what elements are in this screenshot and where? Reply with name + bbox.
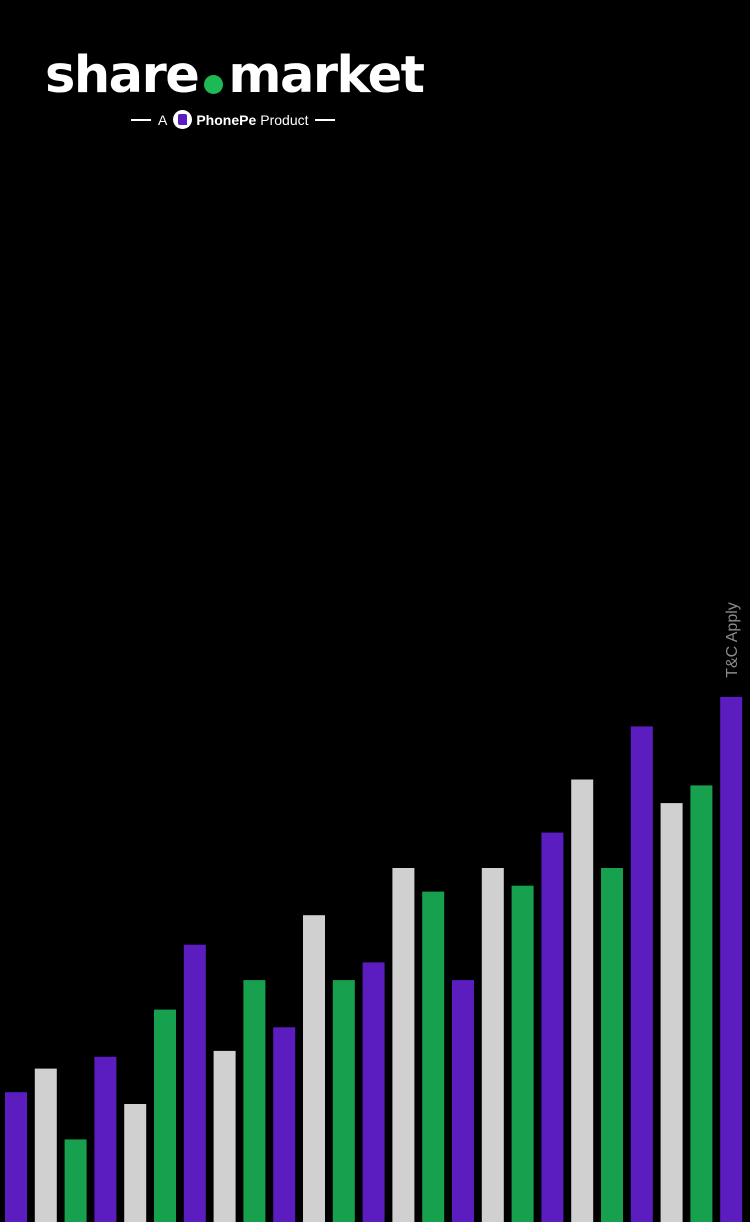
decorative-bar bbox=[332, 980, 355, 1222]
decorative-bar bbox=[422, 891, 445, 1222]
decorative-bar bbox=[571, 779, 594, 1222]
decorative-bar bbox=[5, 1092, 27, 1222]
tagline-prefix: A bbox=[158, 111, 168, 128]
decorative-bar bbox=[124, 1104, 147, 1222]
decorative-bar bbox=[690, 785, 713, 1222]
decorative-bar bbox=[34, 1068, 57, 1222]
decorative-bar bbox=[452, 980, 474, 1222]
sharemarket-logo: share market A PhonePe Product bbox=[45, 46, 425, 136]
tagline-brand: PhonePe bbox=[196, 111, 257, 128]
decorative-bar bbox=[511, 885, 534, 1222]
phonepe-logo-icon bbox=[173, 110, 193, 129]
decorative-bar bbox=[243, 980, 266, 1222]
logo-word-share: share bbox=[45, 46, 200, 105]
decorative-bar bbox=[213, 1050, 236, 1222]
logo-tagline: A PhonePe Product bbox=[131, 110, 335, 129]
decorative-bar bbox=[481, 868, 504, 1222]
decorative-bar bbox=[630, 726, 653, 1222]
decorative-bar bbox=[94, 1056, 117, 1222]
decorative-bar bbox=[154, 1009, 176, 1222]
logo-dot bbox=[204, 75, 224, 94]
logo-wordmark: share market bbox=[45, 46, 425, 106]
decorative-bar bbox=[64, 1139, 87, 1222]
logo-word-market: market bbox=[228, 46, 425, 105]
decorative-bar bbox=[541, 832, 564, 1222]
tagline-dash-left bbox=[131, 118, 151, 121]
decorative-bar bbox=[601, 868, 623, 1222]
decorative-bar bbox=[660, 803, 683, 1222]
tagline-dash-right bbox=[314, 118, 335, 121]
tagline-suffix: Product bbox=[260, 111, 309, 128]
decorative-bar bbox=[273, 1027, 296, 1222]
decorative-bar bbox=[362, 962, 385, 1222]
decorative-bar bbox=[392, 868, 415, 1222]
decorative-bar bbox=[183, 944, 206, 1222]
decorative-bar bbox=[720, 696, 743, 1222]
decorative-bar bbox=[303, 915, 325, 1222]
